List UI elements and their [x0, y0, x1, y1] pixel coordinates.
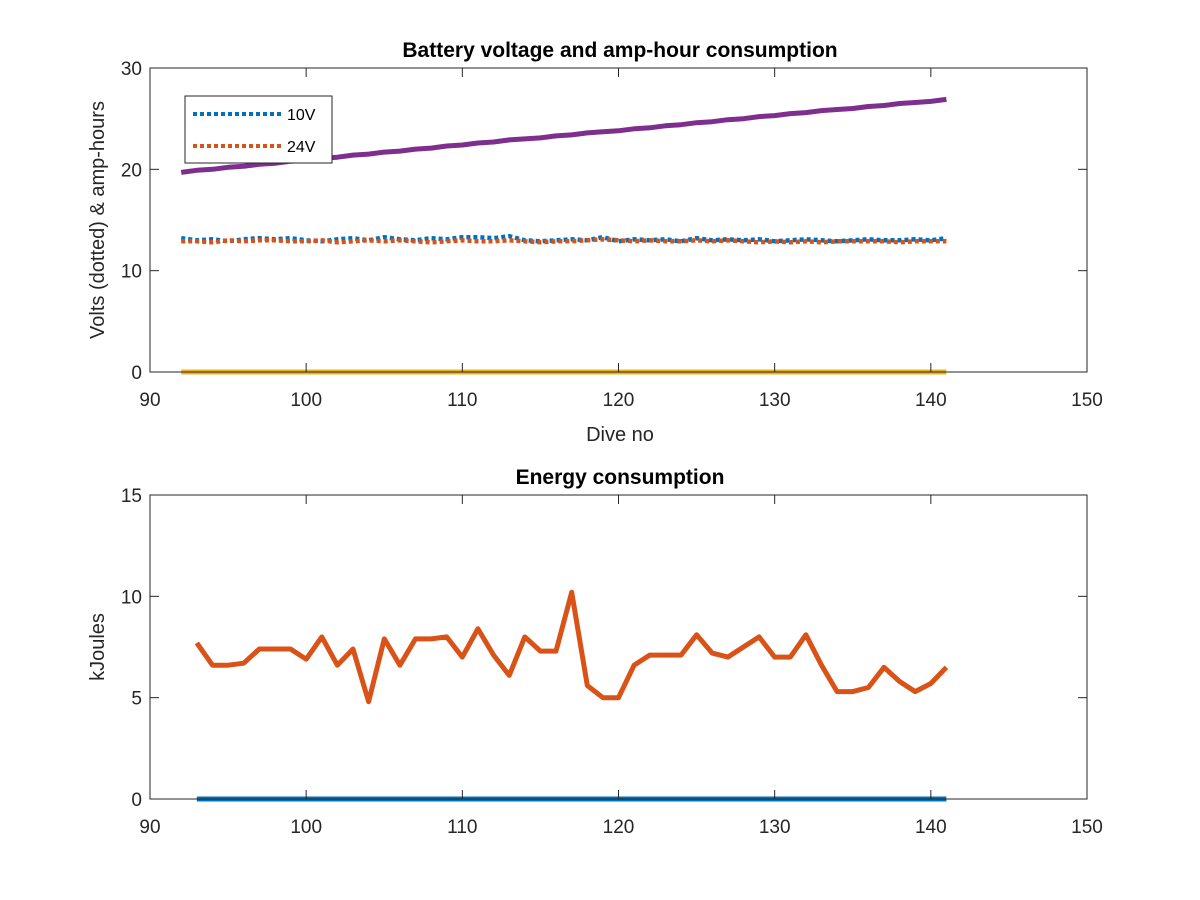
legend-box: [184, 95, 333, 164]
voltage-y-axis-label: Volts (dotted) & amp-hours: [87, 101, 109, 339]
voltage-y-tick-label: 20: [121, 160, 142, 181]
voltage-x-tick-label: 150: [1071, 390, 1103, 411]
voltage-chart-title: Battery voltage and amp-hour consumption: [402, 39, 837, 62]
energy-x-tick-label: 100: [290, 817, 322, 838]
voltage-y-tick-label: 0: [131, 363, 142, 384]
energy-y-tick-label: 5: [131, 689, 142, 710]
energy-x-tick-label: 150: [1071, 817, 1103, 838]
energy-y-tick-label: 15: [121, 486, 142, 507]
voltage-x-tick-label: 120: [603, 390, 635, 411]
energy-x-tick-label: 140: [915, 817, 947, 838]
energy-x-tick-label: 110: [447, 817, 477, 838]
energy-chart-title: Energy consumption: [516, 466, 725, 489]
voltage-x-tick-label: 100: [290, 390, 322, 411]
energy-plot-area: [150, 495, 1087, 799]
voltage-x-tick-label: 90: [139, 390, 160, 411]
energy-ticks: 90 100 110 120 130 140 150 0 5 10 15: [121, 486, 1103, 838]
legend-label-24v: 24V: [287, 139, 316, 156]
voltage-line-24v: [181, 237, 947, 245]
voltage-x-tick-label: 130: [759, 390, 791, 411]
energy-chart: 90 100 110 120 130 140 150 0 5 10 15 Energy consum…: [87, 466, 1103, 838]
energy-x-tick-label: 90: [139, 817, 160, 838]
energy-y-axis-label: kJoules: [87, 613, 109, 681]
energy-y-tick-label: 0: [131, 790, 142, 811]
voltage-y-tick-label: 30: [121, 59, 142, 80]
energy-y-tick-label: 10: [121, 587, 142, 608]
energy-x-tick-label: 120: [603, 817, 635, 838]
voltage-x-axis-label: Dive no: [586, 424, 654, 446]
energy-line-series-2: [194, 589, 949, 705]
voltage-ticks: 90 100 110 120 130 140 150 0 10 20 30: [121, 59, 1103, 411]
voltage-legend: 10V 24V: [184, 95, 333, 164]
energy-x-tick-label: 130: [759, 817, 791, 838]
voltage-x-tick-label: 110: [447, 390, 477, 411]
voltage-chart: 90 100 110 120 130 140 150 0 10 20 30 Battery volt…: [87, 39, 1103, 446]
voltage-x-tick-label: 140: [915, 390, 947, 411]
legend-label-10v: 10V: [287, 107, 316, 124]
voltage-y-tick-label: 10: [121, 262, 142, 283]
